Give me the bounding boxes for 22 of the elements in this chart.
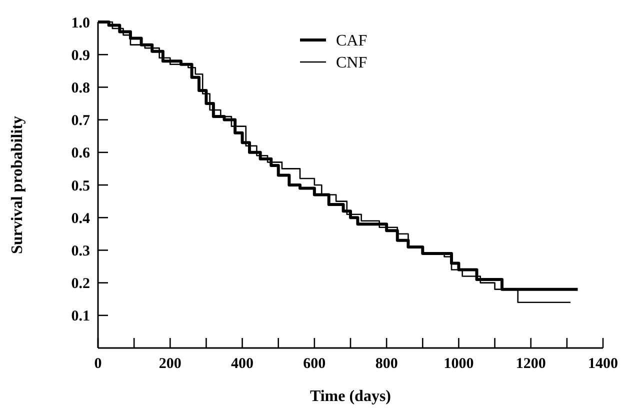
y-tick-label: 0.7 — [71, 113, 90, 130]
x-axis-title: Time (days) — [310, 388, 392, 405]
y-tick-label: 1.0 — [71, 15, 90, 32]
x-tick-label: 1400 — [588, 356, 618, 372]
x-tick-label: 1200 — [516, 356, 546, 372]
y-tick-label: 0.8 — [71, 80, 90, 96]
y-tick-label: 0.9 — [71, 48, 90, 64]
y-tick-label: 0.5 — [71, 178, 90, 194]
x-tick-label: 800 — [375, 356, 398, 372]
y-tick-label: 0.3 — [71, 243, 90, 260]
x-tick-label: 600 — [303, 356, 326, 372]
y-tick-label: 0.6 — [71, 146, 90, 162]
x-tick-label: 400 — [231, 356, 254, 372]
x-tick-label: 200 — [158, 356, 182, 372]
legend-label: CAF — [336, 32, 368, 50]
y-axis-title: Survival probability — [9, 116, 26, 254]
y-tick-label: 0.1 — [71, 308, 90, 325]
legend-label: CNF — [336, 54, 368, 72]
x-tick-label: 0 — [94, 356, 102, 372]
y-tick-label: 0.4 — [71, 210, 90, 227]
y-tick-label: 0.2 — [71, 276, 90, 292]
x-tick-label: 1000 — [444, 356, 474, 372]
